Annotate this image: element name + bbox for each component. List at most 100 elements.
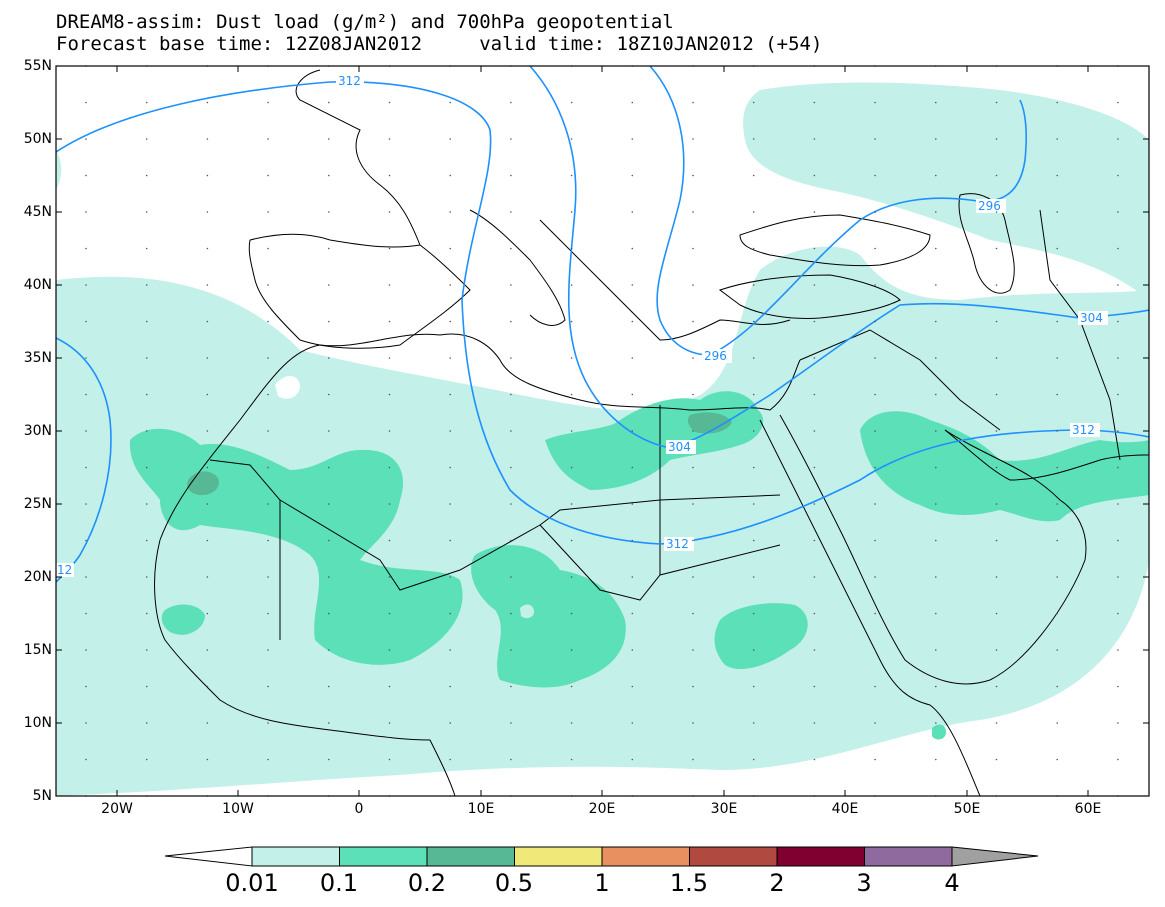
grid-dot [692, 138, 694, 140]
lon-tick-label: 10E [467, 801, 495, 817]
grid-dot [752, 612, 755, 615]
contour-label: 296 [978, 199, 1001, 213]
colorbar-swatch [689, 846, 778, 867]
colorbar-label: 1.5 [669, 869, 709, 897]
contour-label: 296 [704, 349, 727, 363]
grid-dot [692, 430, 694, 432]
grid-dot [1056, 174, 1058, 177]
coast-arabia [779, 414, 1087, 685]
map-title: DREAM8-assim: Dust load (g/m²) and 700hP… [56, 11, 674, 33]
grid-dot [1117, 466, 1119, 469]
grid-dot [813, 576, 816, 578]
grid-dot [449, 174, 452, 177]
grid-dot [874, 722, 876, 724]
grid-dot [752, 539, 755, 542]
grid-dot [449, 649, 452, 651]
grid-dot [85, 576, 87, 578]
grid-dot [510, 174, 512, 177]
grid-dot [388, 320, 391, 323]
grid-dot [752, 211, 755, 213]
grid-dot [631, 138, 634, 140]
colorbar-over-triangle [951, 846, 1039, 867]
grid-dot [267, 320, 269, 323]
grid-dot [631, 101, 634, 104]
grid-dot [1056, 393, 1058, 396]
grid-dot [267, 539, 269, 542]
grid-dot [692, 174, 694, 177]
clear-hole-atlas [275, 375, 300, 399]
grid-dot [813, 503, 816, 505]
grid-dot [449, 247, 452, 250]
grid-dot [995, 247, 998, 250]
grid-dot [206, 174, 209, 177]
dust-medium-gulf [860, 411, 1149, 522]
colorbar-label: 1 [594, 869, 610, 897]
grid-dot [206, 466, 209, 469]
grid-dot [935, 758, 937, 761]
grid-dot [874, 649, 876, 651]
grid-dot [631, 284, 634, 286]
lat-tick-label: 5N [32, 788, 52, 804]
grid-dot [631, 503, 634, 505]
grid-dot [570, 539, 573, 542]
grid-dot [1117, 685, 1119, 688]
grid-dot [267, 357, 269, 359]
grid-dot [692, 211, 694, 213]
grid-dot [510, 211, 512, 213]
grid-dot [510, 649, 512, 651]
dust-light-northeast [743, 82, 1149, 300]
contour-label: 304 [1080, 311, 1103, 325]
grid-dot [388, 430, 391, 432]
grid-dot [85, 503, 87, 505]
grid-dot [145, 101, 148, 104]
grid-dot [85, 649, 87, 651]
grid-dot [328, 284, 330, 286]
grid-dot [206, 138, 209, 140]
lat-tick-label: 50N [23, 131, 52, 147]
grid-dot [813, 247, 816, 250]
grid-dot [449, 466, 452, 469]
grid-dot [570, 357, 573, 359]
grid-dot [388, 138, 391, 140]
border-saharan [279, 494, 781, 591]
grid-dot [388, 612, 391, 615]
lat-tick-label: 20N [23, 569, 52, 585]
grid-dot [267, 284, 269, 286]
grid-dot [995, 758, 998, 761]
grid-dot [1056, 211, 1058, 213]
grid-dot [752, 393, 755, 396]
grid-dot [570, 211, 573, 213]
grid-dot [85, 612, 87, 615]
contour-label: 304 [668, 440, 691, 454]
grid-dot [85, 685, 87, 688]
grid-dot [631, 247, 634, 250]
grid-dot [267, 211, 269, 213]
clear-hole-tibesti [520, 604, 534, 619]
colorbar-under-triangle [164, 846, 253, 867]
grid-dot [328, 722, 330, 724]
grid-dot [1117, 722, 1119, 724]
grid-dot [449, 758, 452, 761]
grid-dot [631, 539, 634, 542]
grid-dot [267, 393, 269, 396]
lon-tick-label: 40E [831, 801, 859, 817]
lon-tick-label: 20W [101, 801, 133, 817]
dust-light-africa [56, 246, 1149, 796]
map-subtitle: Forecast base time: 12Z08JAN2012 valid t… [56, 33, 823, 55]
grid-dot [935, 138, 937, 140]
grid-dot [631, 612, 634, 615]
grid-dot [1117, 138, 1119, 140]
coastlines-and-borders [154, 69, 1149, 796]
grid-dot [449, 430, 452, 432]
grid-dot [935, 576, 937, 578]
grid-dot [570, 722, 573, 724]
grid-dot [1056, 539, 1058, 542]
dust-heavy-egypt [687, 412, 732, 434]
grid-dot [328, 539, 330, 542]
grid-dot [145, 612, 148, 615]
lon-tick-label: 60E [1074, 801, 1102, 817]
grid-dot [388, 685, 391, 688]
grid-dot [874, 211, 876, 213]
coast-turkey [718, 274, 901, 319]
grid-dot [328, 393, 330, 396]
